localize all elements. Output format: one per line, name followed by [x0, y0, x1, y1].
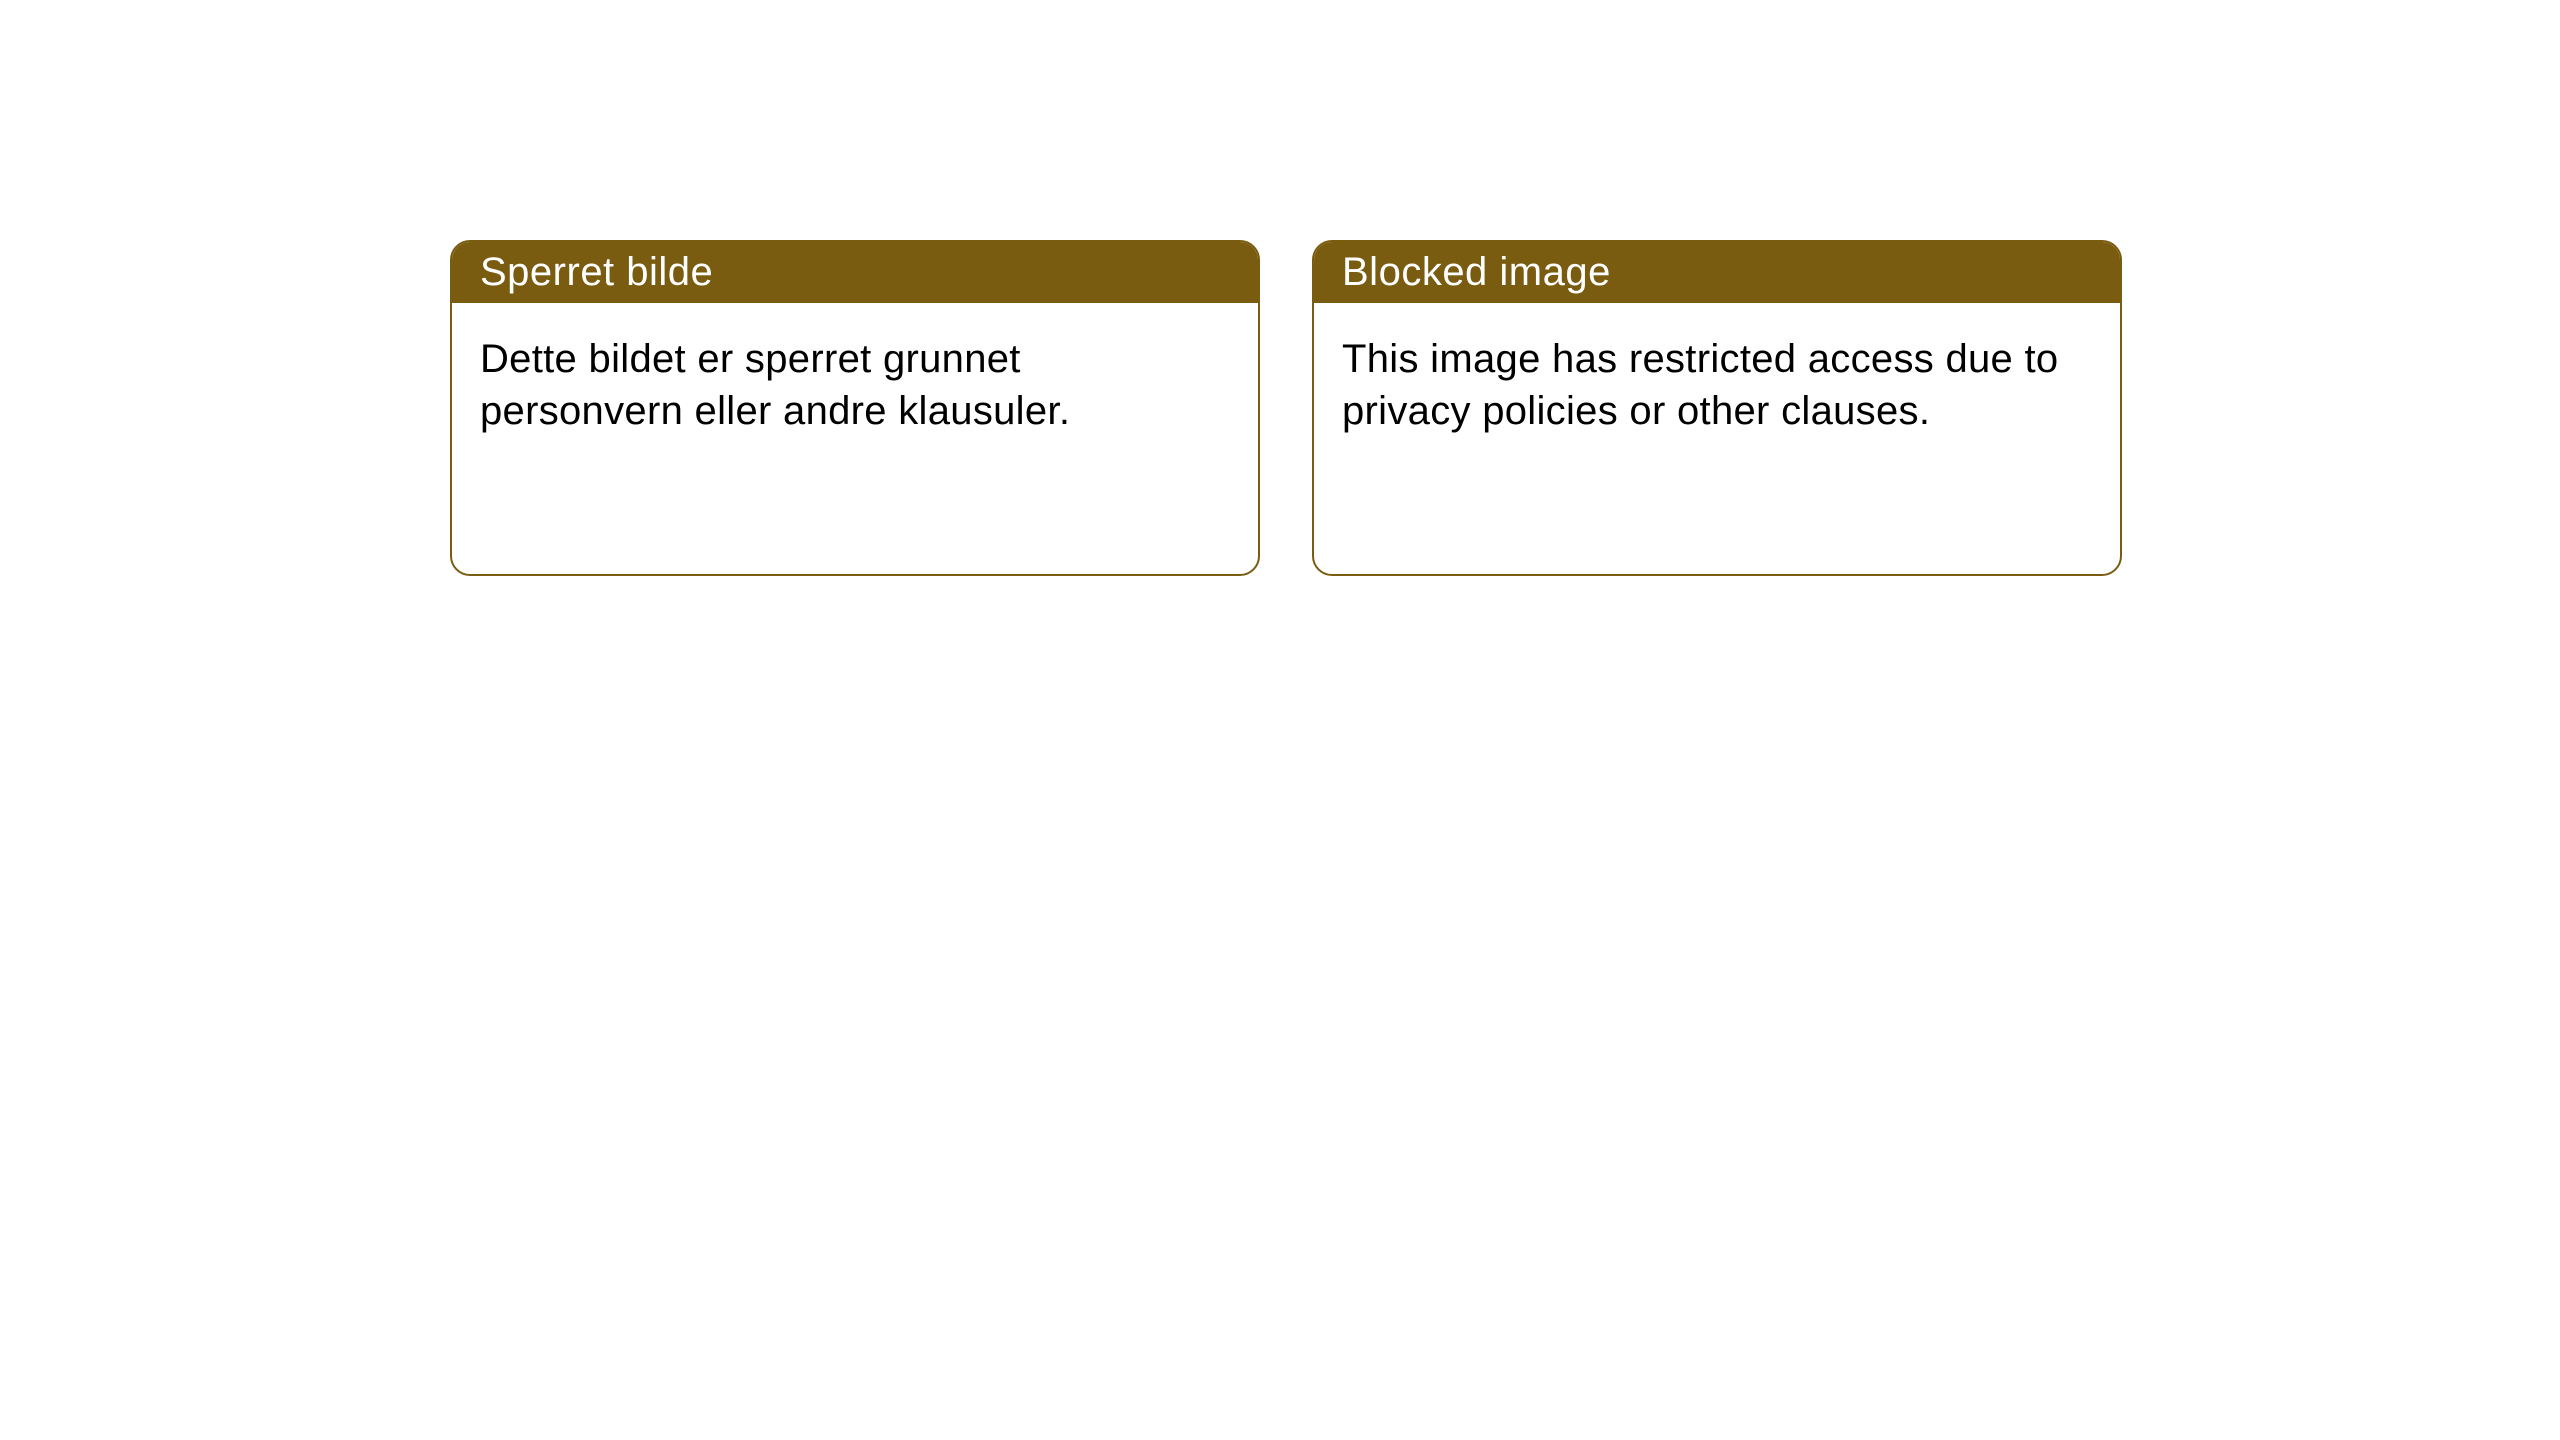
notice-container: Sperret bilde Dette bildet er sperret gr…	[0, 0, 2560, 576]
notice-header: Blocked image	[1314, 242, 2120, 303]
notice-header: Sperret bilde	[452, 242, 1258, 303]
notice-card-english: Blocked image This image has restricted …	[1312, 240, 2122, 576]
notice-body: Dette bildet er sperret grunnet personve…	[452, 303, 1258, 467]
notice-card-norwegian: Sperret bilde Dette bildet er sperret gr…	[450, 240, 1260, 576]
notice-body: This image has restricted access due to …	[1314, 303, 2120, 467]
